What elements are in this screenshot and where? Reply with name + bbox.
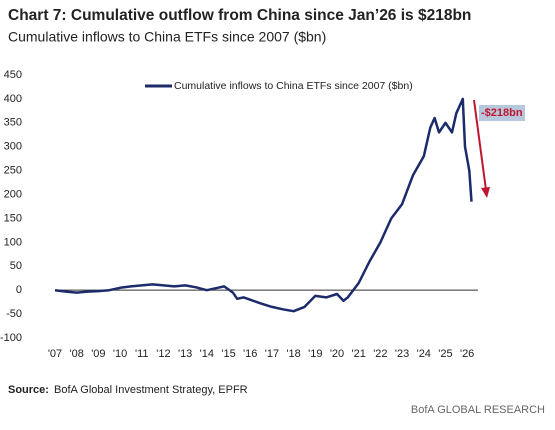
y-tick-label: 300 bbox=[4, 141, 22, 153]
y-tick-label: 50 bbox=[10, 260, 22, 272]
x-tick-label: '25 bbox=[438, 348, 452, 360]
x-tick-label: '23 bbox=[395, 348, 409, 360]
x-tick-label: '19 bbox=[308, 348, 322, 360]
x-tick-label: '12 bbox=[156, 348, 170, 360]
y-tick-label: 100 bbox=[4, 236, 22, 248]
y-tick-label: 400 bbox=[4, 93, 22, 105]
x-tick-label: '07 bbox=[48, 348, 62, 360]
annotation-arrow bbox=[473, 99, 487, 191]
x-tick-label: '22 bbox=[373, 348, 387, 360]
footer: BofA GLOBAL RESEARCH bbox=[411, 404, 545, 416]
legend-label: Cumulative inflows to China ETFs since 2… bbox=[174, 80, 413, 92]
y-tick-label: 0 bbox=[16, 284, 22, 296]
x-tick-label: '08 bbox=[70, 348, 84, 360]
x-tick-label: '24 bbox=[417, 348, 431, 360]
x-tick-label: '14 bbox=[200, 348, 214, 360]
y-tick-label: 350 bbox=[4, 117, 22, 129]
y-tick-label: 450 bbox=[4, 69, 22, 81]
x-tick-label: '18 bbox=[286, 348, 300, 360]
x-tick-label: '17 bbox=[265, 348, 279, 360]
y-tick-label: -50 bbox=[6, 308, 22, 320]
x-tick-label: '21 bbox=[352, 348, 366, 360]
series-line bbox=[54, 97, 473, 313]
chart-subtitle: Cumulative inflows to China ETFs since 2… bbox=[8, 29, 326, 45]
y-tick-label: 150 bbox=[4, 212, 22, 224]
source-text: BofA Global Investment Strategy, EPFR bbox=[54, 384, 248, 396]
source-label: Source: bbox=[8, 384, 49, 396]
y-tick-label: -100 bbox=[0, 332, 22, 344]
x-tick-label: '26 bbox=[460, 348, 474, 360]
x-tick-label: '11 bbox=[135, 348, 149, 360]
y-tick-label: 250 bbox=[4, 165, 22, 177]
chart-title: Chart 7: Cumulative outflow from China s… bbox=[8, 7, 471, 24]
x-tick-label: '09 bbox=[91, 348, 105, 360]
x-tick-label: '16 bbox=[243, 348, 257, 360]
x-tick-label: '10 bbox=[113, 348, 127, 360]
x-tick-label: '15 bbox=[221, 348, 235, 360]
x-tick-label: '20 bbox=[330, 348, 344, 360]
y-tick-label: 200 bbox=[4, 188, 22, 200]
annotation-arrowhead bbox=[481, 187, 490, 198]
annotation: -$218bn bbox=[481, 107, 523, 119]
x-tick-label: '13 bbox=[178, 348, 192, 360]
annotation-box bbox=[479, 105, 525, 121]
